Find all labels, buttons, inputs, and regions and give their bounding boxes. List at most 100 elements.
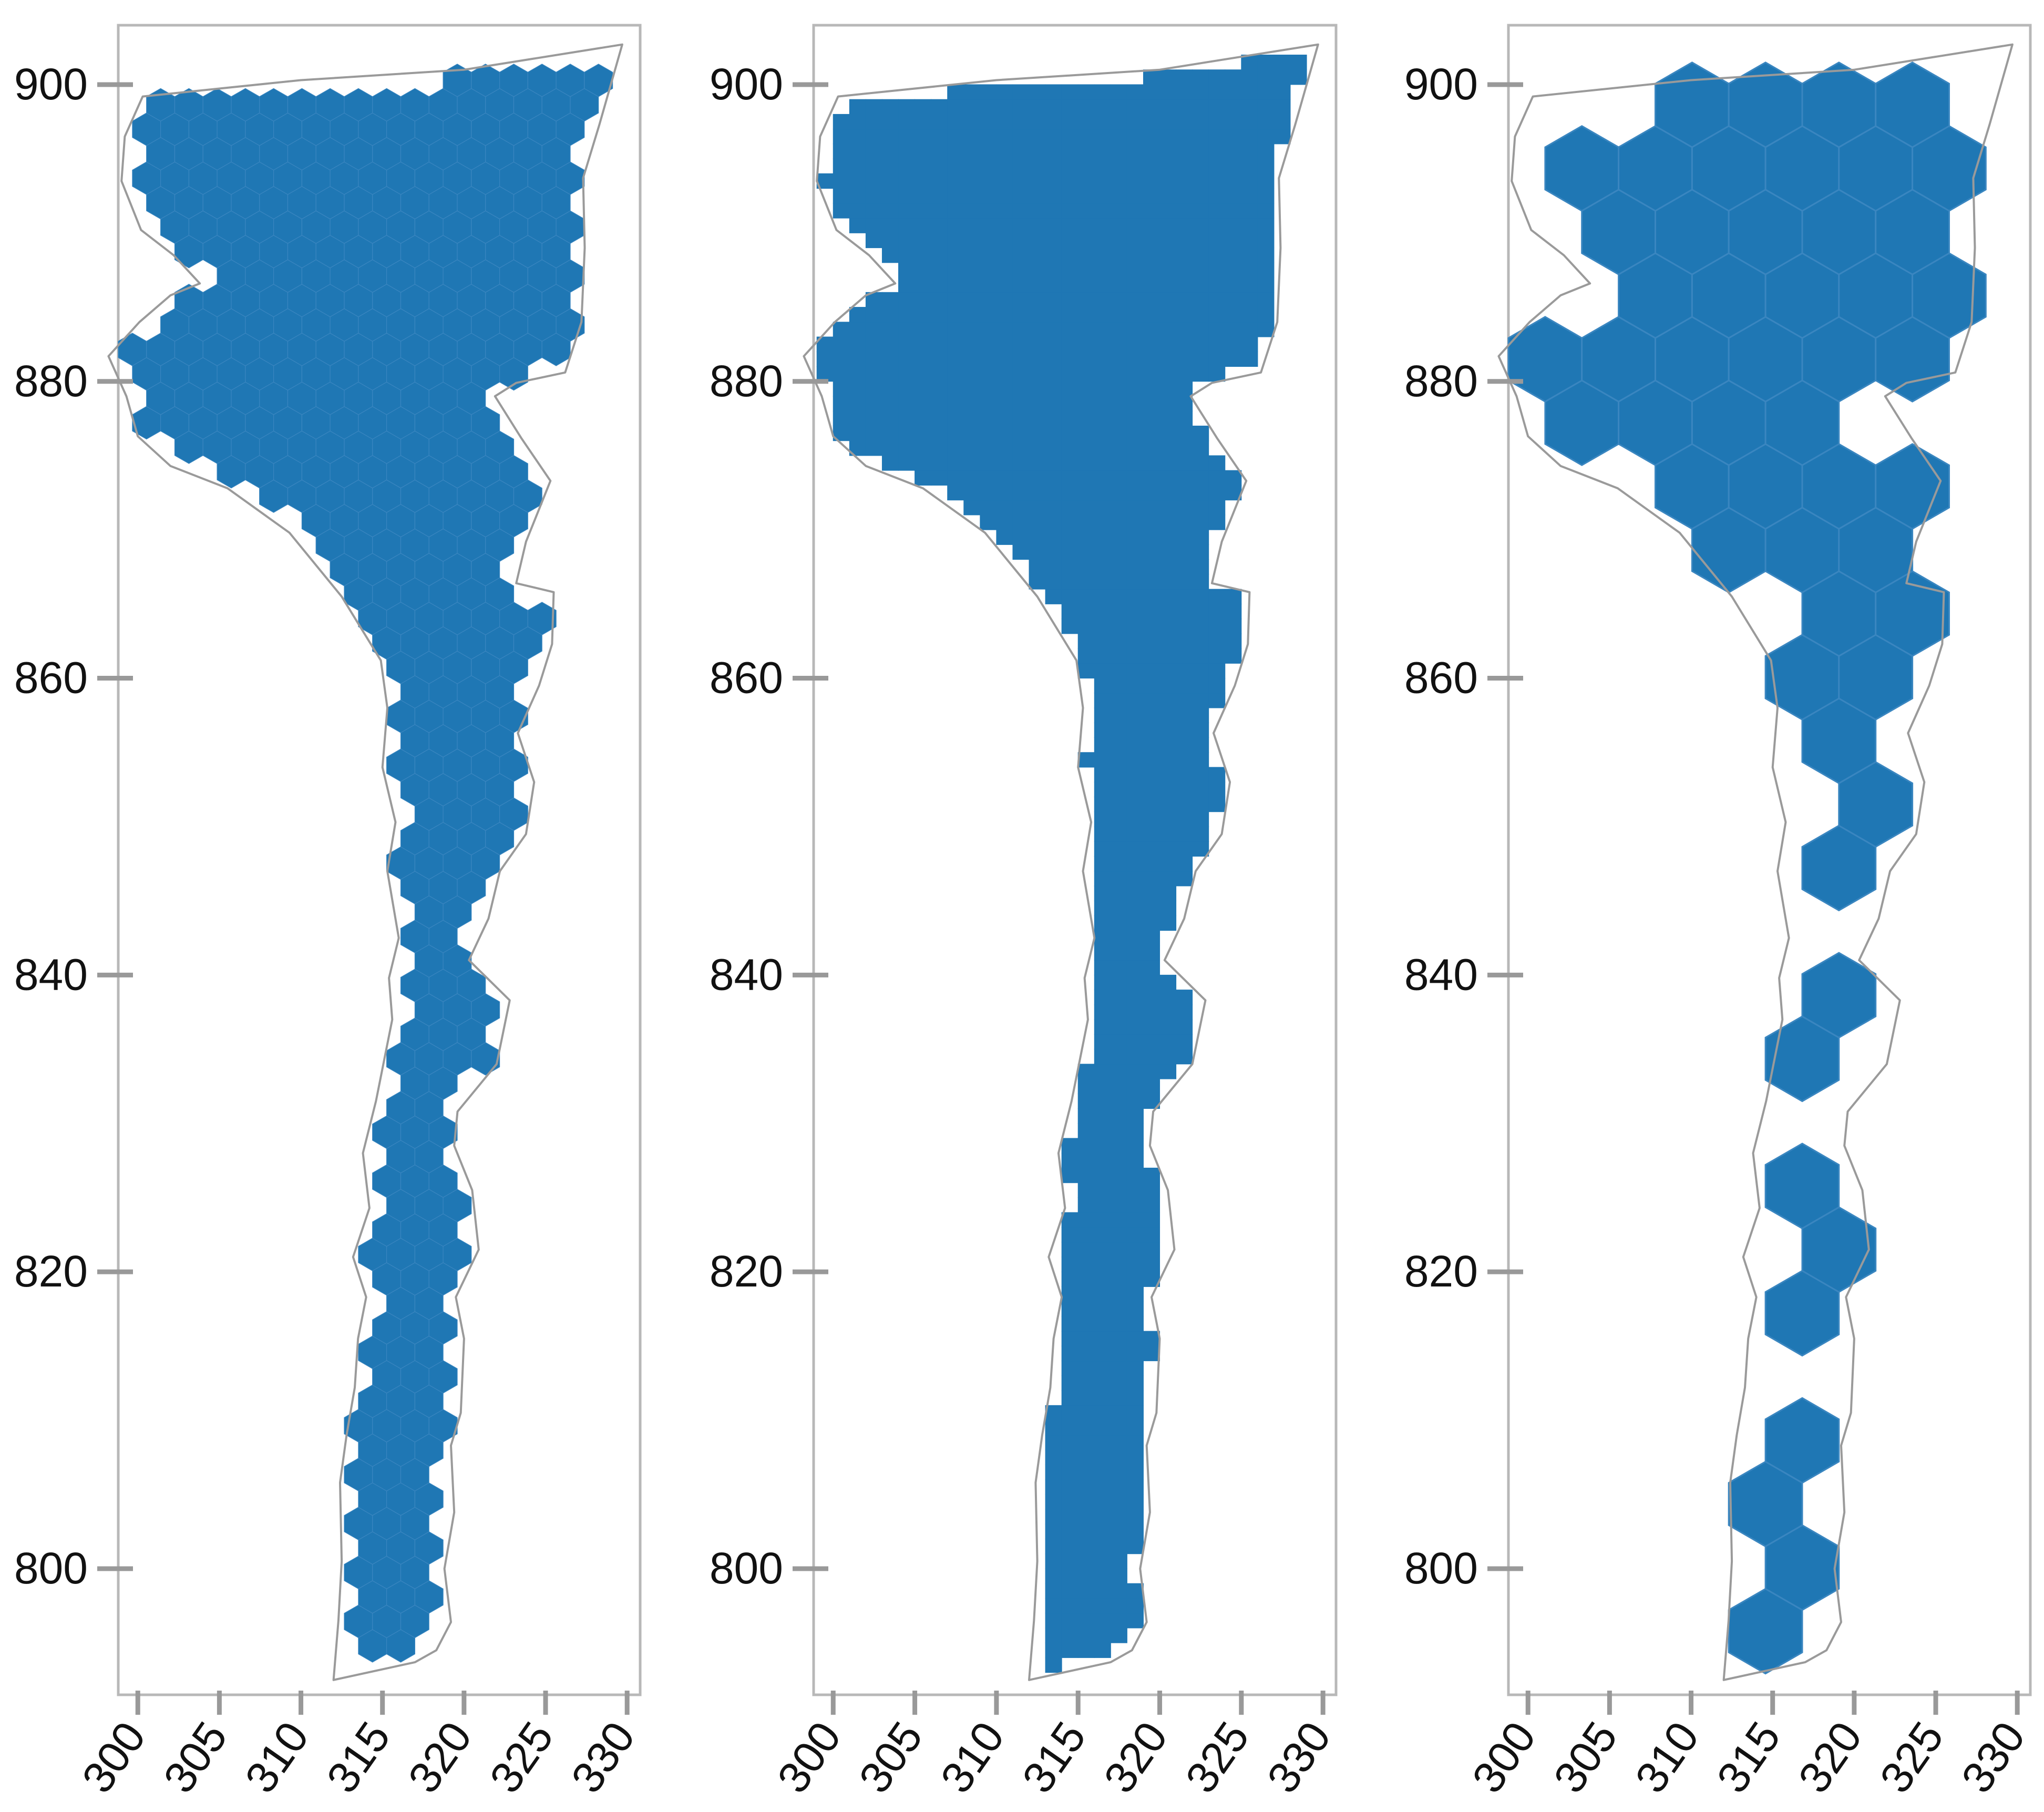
grid-cell [1077,1286,1095,1302]
grid-cell [1176,693,1193,708]
grid-cell [833,366,850,382]
grid-cell [1110,1405,1127,1421]
grid-cell [1012,99,1030,115]
y-tick-label: 800 [710,1543,783,1593]
grid-cell [1029,232,1046,249]
grid-cell [1176,841,1193,857]
grid-cell [1225,336,1242,352]
grid-cell [1126,1271,1144,1287]
grid-cell [1126,544,1144,560]
grid-cell [1126,307,1144,323]
grid-cell [1257,84,1275,100]
grid-cell [1045,1598,1062,1614]
grid-cell [1077,1598,1095,1614]
grid-cell [1126,1331,1144,1346]
grid-cell [1126,841,1144,857]
grid-cell [1225,603,1242,620]
grid-cell [996,485,1013,501]
grid-cell [947,248,964,263]
grid-cell [1192,336,1209,352]
grid-cell [1029,307,1046,323]
x-tick-label: 310 [1626,1713,1708,1801]
grid-cell [1094,974,1111,991]
grid-cell [1094,1598,1111,1614]
grid-cell [915,455,932,471]
grid-cell [980,232,997,249]
grid-cell [865,203,882,219]
grid-cell [898,277,916,293]
grid-cell [1045,1435,1062,1450]
grid-cell [1225,69,1242,85]
grid-cell [1208,366,1226,382]
grid-cell [1176,559,1193,575]
grid-cell [1176,396,1193,411]
grid-cell [1045,1494,1062,1510]
grid-cell [1110,1093,1127,1109]
grid-cell [1045,589,1062,604]
grid-cell [1192,603,1209,620]
grid-cell [1061,544,1079,560]
grid-cell [1110,84,1127,100]
grid-cell [1094,307,1111,323]
grid-cell [931,218,948,233]
grid-cell [1110,1568,1127,1584]
grid-cell [1061,485,1079,501]
grid-cell [1077,84,1095,100]
grid-cell [1159,322,1177,337]
grid-cell [1077,336,1095,352]
grid-cell [1094,248,1111,263]
grid-cell [1225,173,1242,189]
grid-cell [1192,203,1209,219]
grid-cell [849,366,866,382]
grid-cell [963,248,981,263]
grid-cell [1077,307,1095,323]
grid-cell [1094,188,1111,204]
grid-cell [915,425,932,441]
grid-cell [1143,1212,1160,1228]
grid-cell [1208,336,1226,352]
grid-cell [833,143,850,159]
x-tick-label: 305 [154,1713,237,1801]
grid-cell [947,410,964,426]
grid-cell [931,410,948,426]
grid-cell [996,440,1013,456]
grid-cell [1012,277,1030,293]
grid-cell [1110,990,1127,1005]
grid-cell [1257,69,1275,85]
grid-cell [915,158,932,174]
grid-cell [1208,470,1226,486]
grid-cell [865,232,882,249]
grid-cell [1029,351,1046,367]
grid-cell [1110,1509,1127,1525]
grid-cell [1257,99,1275,115]
grid-cell [1225,307,1242,323]
grid-cell [1110,1286,1127,1302]
grid-cell [1126,1152,1144,1168]
grid-cell [1126,1613,1144,1629]
grid-cell [1143,752,1160,768]
grid-cell [1110,1257,1127,1272]
grid-cell [1077,425,1095,441]
grid-cell [931,248,948,263]
grid-cell [1077,574,1095,590]
x-tick-label: 325 [1176,1713,1258,1801]
grid-cell [1143,248,1160,263]
grid-cell [1192,322,1209,337]
grid-cell [1110,811,1127,827]
grid-cell [881,129,899,145]
grid-cell [1143,470,1160,486]
grid-cell [1012,322,1030,337]
grid-cell [1143,158,1160,174]
x-tick-label: 300 [73,1713,155,1801]
grid-cell [1126,1227,1144,1243]
grid-cell [1159,871,1177,887]
grid-cell [1094,143,1111,159]
grid-cell [1094,99,1111,115]
grid-cell [1176,767,1193,783]
grid-cell [1159,693,1177,708]
grid-cell [980,455,997,471]
grid-cell [1061,1167,1079,1183]
grid-cell [1176,856,1193,872]
grid-cell [996,277,1013,293]
grid-cell [849,351,866,367]
